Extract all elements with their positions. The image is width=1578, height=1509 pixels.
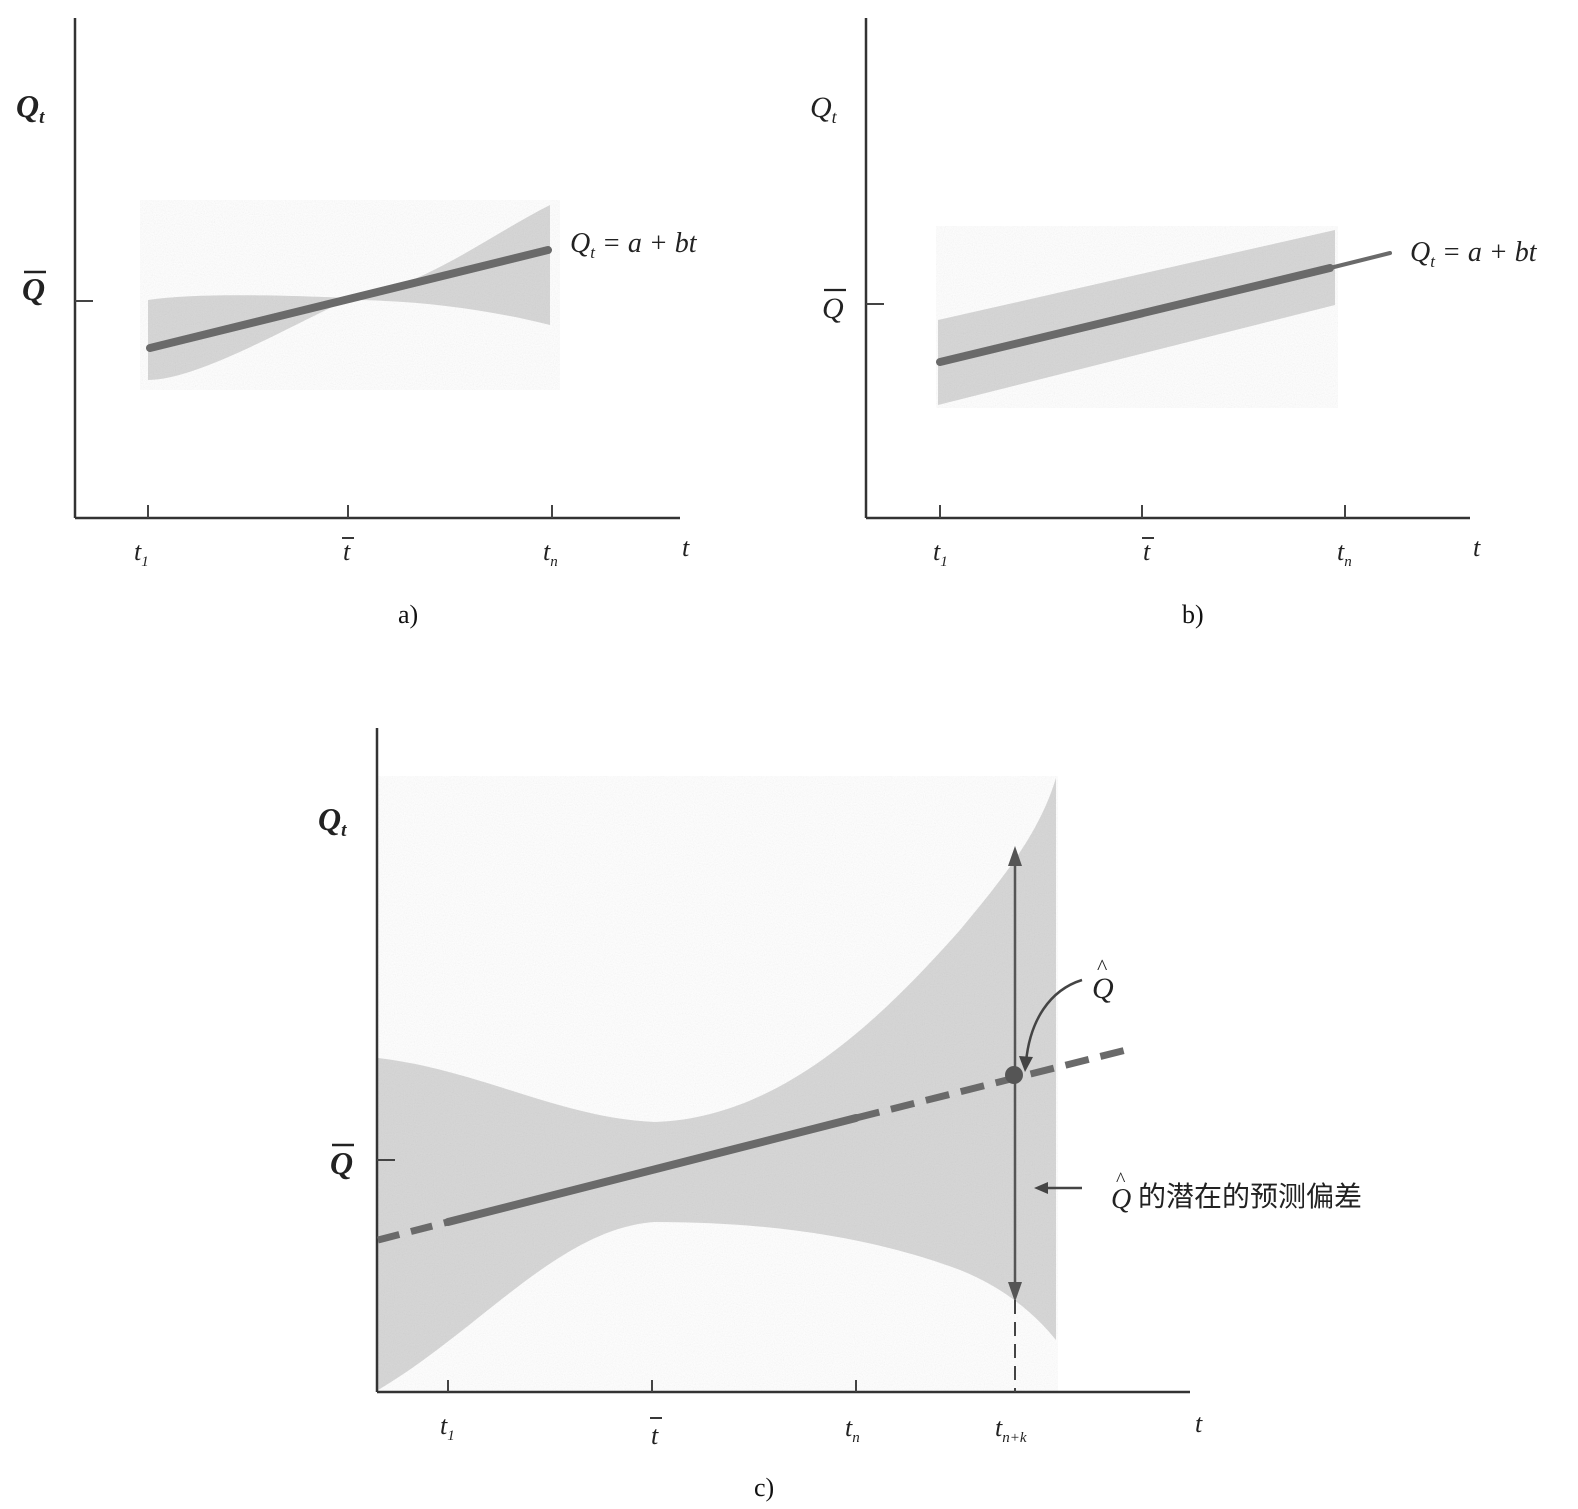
panel-c-q-bar-label: Q	[330, 1143, 354, 1181]
panel-a-y-label: Qt	[16, 88, 45, 128]
svg-text:的潜在的预测偏差: 的潜在的预测偏差	[1138, 1180, 1362, 1213]
panel-b-q-bar-label: Q	[822, 288, 846, 325]
panel-b: Qt Q t1 t tn t Qt = a + bt b)	[810, 18, 1538, 629]
panel-c-q-hat-arrow-icon	[1019, 1056, 1033, 1072]
panel-a: Qt Q t1 t tn t Qt = a + bt a)	[16, 18, 698, 629]
panel-c-band-texture	[376, 776, 1058, 1392]
svg-text:Q: Q	[22, 271, 45, 307]
panel-b-caption: b)	[1182, 600, 1204, 629]
svg-text:Q: Q	[1111, 1184, 1131, 1215]
panel-c-arrow-up-icon	[1008, 846, 1022, 866]
panel-c-x-label: t	[1195, 1409, 1203, 1438]
panel-c-forecast-point	[1005, 1066, 1023, 1084]
panel-c-q-hat-pointer	[1024, 978, 1083, 1063]
panel-a-equation: Qt = a + bt	[570, 228, 698, 262]
svg-text:^: ^	[1116, 1169, 1126, 1191]
panel-a-x-label: t	[682, 533, 690, 562]
panel-c-regression-forecast	[855, 1046, 1127, 1122]
svg-text:Q: Q	[822, 292, 844, 325]
svg-text:Q: Q	[1092, 972, 1114, 1005]
svg-text:t: t	[1143, 537, 1151, 566]
panel-c-regression-line	[444, 1114, 860, 1226]
panel-c-tick-label-tbar: t	[650, 1417, 662, 1450]
panel-c: Qt Q t1 t tn tn+k t ^ Q ^ Q 的潜在的预测偏差 c)	[318, 728, 1362, 1502]
panel-b-regression-line	[936, 264, 1334, 366]
panel-c-q-hat-label: ^ Q	[1092, 954, 1114, 1005]
svg-text:Q: Q	[330, 1145, 353, 1181]
panel-a-regression-line	[146, 246, 552, 352]
panel-a-caption: a)	[398, 600, 418, 629]
panel-c-regression-backcast	[377, 1218, 449, 1244]
svg-text:t: t	[651, 1421, 659, 1450]
panel-c-caption: c)	[754, 1473, 774, 1502]
panel-a-q-bar-label: Q	[22, 270, 46, 307]
panel-c-tick-label-tnk: tn+k	[995, 1413, 1027, 1446]
panel-c-error-label: ^ Q 的潜在的预测偏差	[1111, 1169, 1362, 1215]
panel-b-tick-label-tbar: t	[1142, 537, 1154, 566]
panel-c-arrow-down-icon	[1008, 1282, 1022, 1302]
panel-a-tick-label-tbar: t	[342, 537, 354, 566]
svg-text:^: ^	[1097, 954, 1108, 979]
panel-b-regression-extension	[1328, 251, 1392, 270]
panel-b-x-label: t	[1473, 533, 1481, 562]
panel-c-tick-label-tn: tn	[845, 1413, 860, 1446]
panel-c-tick-label-t1: t1	[440, 1411, 455, 1444]
panel-b-tick-label-t1: t1	[933, 537, 948, 570]
panel-b-tick-label-tn: tn	[1337, 537, 1352, 570]
panel-a-tick-label-t1: t1	[134, 537, 149, 570]
panel-b-equation: Qt = a + bt	[1410, 237, 1538, 271]
panel-b-y-label: Qt	[810, 91, 838, 127]
panel-c-error-arrow-icon	[1034, 1182, 1048, 1194]
panel-c-y-label: Qt	[318, 801, 347, 841]
panel-a-tick-label-tn: tn	[543, 537, 558, 570]
svg-text:t: t	[343, 537, 351, 566]
